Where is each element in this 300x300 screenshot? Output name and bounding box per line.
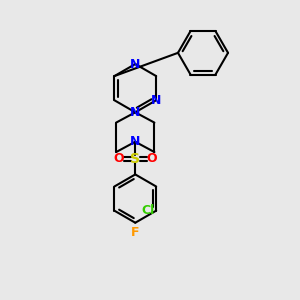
Text: Cl: Cl (142, 204, 155, 217)
Text: N: N (130, 58, 140, 70)
Text: N: N (151, 94, 161, 107)
Text: N: N (130, 135, 140, 148)
Text: F: F (131, 226, 140, 239)
Text: O: O (146, 152, 157, 165)
Text: O: O (114, 152, 124, 165)
Text: S: S (130, 152, 140, 166)
Text: N: N (130, 106, 140, 119)
